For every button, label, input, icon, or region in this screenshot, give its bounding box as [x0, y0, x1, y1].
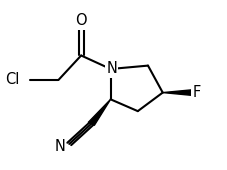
Text: N: N [106, 62, 117, 76]
Polygon shape [88, 99, 110, 125]
Text: O: O [75, 13, 86, 28]
Text: Cl: Cl [5, 72, 20, 87]
Polygon shape [162, 90, 190, 95]
Text: F: F [191, 85, 200, 100]
Text: N: N [54, 139, 65, 154]
